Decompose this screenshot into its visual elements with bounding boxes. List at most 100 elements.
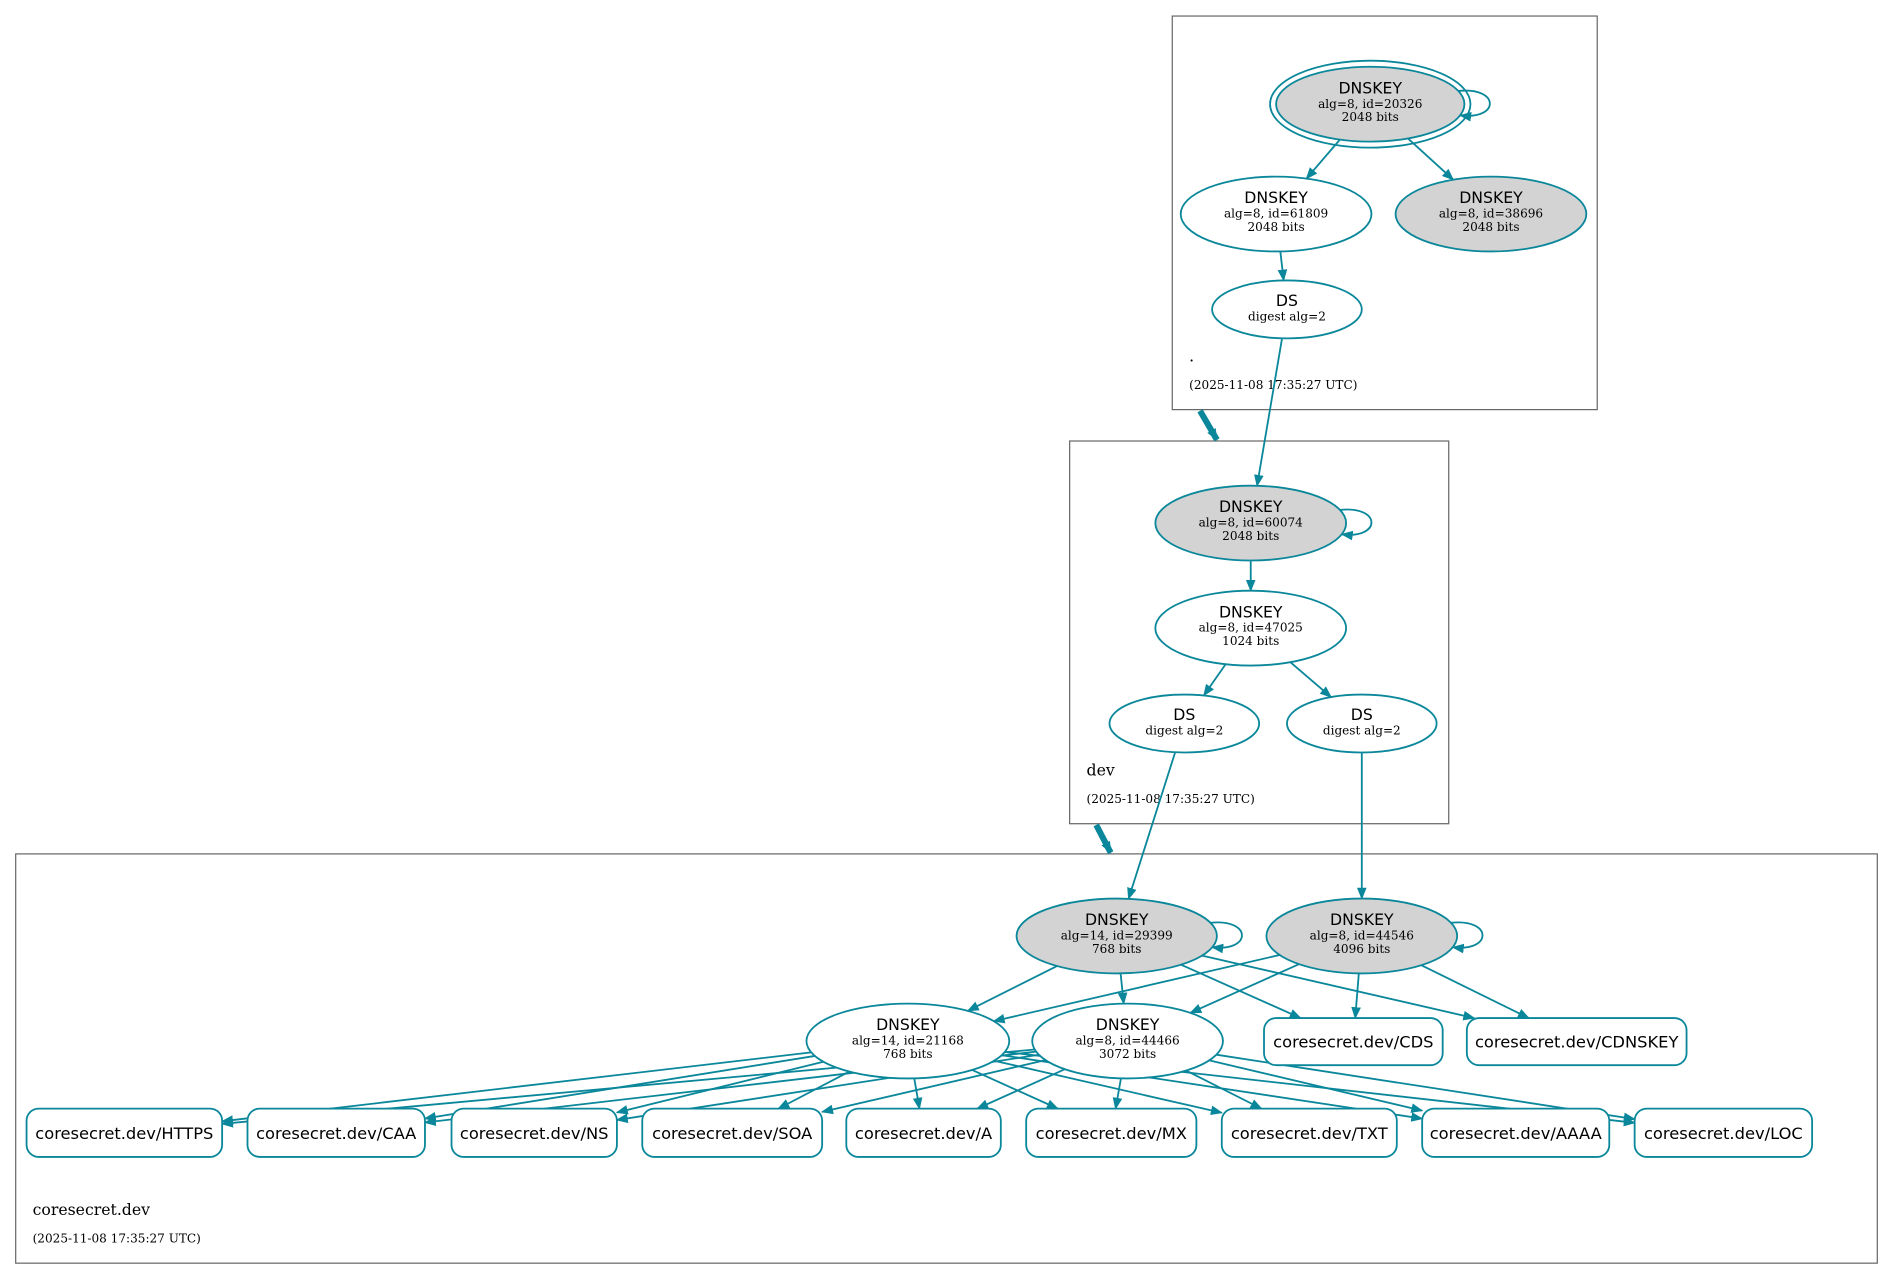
edge-k29399-k44466 (1117, 973, 1128, 1005)
node-detail: alg=8, id=60074 (1199, 516, 1304, 530)
node-type: DNSKEY (1085, 910, 1149, 929)
node-detail: alg=8, id=44466 (1075, 1034, 1179, 1048)
zone-name: . (1189, 346, 1194, 365)
rrset-node-a[interactable]: coresecret.dev/A (845, 1107, 1002, 1158)
edge-k20326-k38696 (1407, 137, 1455, 181)
edge-k44466-soa (820, 1059, 1046, 1115)
node-type: DNSKEY (876, 1015, 940, 1034)
node-detail: alg=14, id=29399 (1061, 929, 1173, 943)
node-type: DNSKEY (1244, 188, 1308, 207)
node-size: 1024 bits (1222, 634, 1279, 648)
zone-cluster-dev: dev (2025-11-08 17:35:27 UTC) (1069, 440, 1450, 825)
zone-name: dev (1087, 760, 1115, 779)
rrset-label: coresecret.dev/MX (1036, 1124, 1187, 1143)
edge-k47025-ds1 (1203, 663, 1227, 697)
node-size: 768 bits (883, 1047, 932, 1061)
edge-k21168-txt (993, 1059, 1223, 1116)
edge-k47025-ds2 (1289, 661, 1332, 698)
rrset-label: coresecret.dev/CAA (256, 1124, 416, 1143)
edge-k44546-k21168 (992, 954, 1280, 1024)
rrset-node-https[interactable]: coresecret.dev/HTTPS (25, 1107, 224, 1158)
node-type: DNSKEY (1338, 78, 1402, 97)
delegation-edge-root-dev (1197, 409, 1220, 442)
edge-k21168-mx (971, 1069, 1059, 1110)
node-size: 2048 bits (1342, 110, 1399, 124)
self-sign-edge-k44546 (1450, 921, 1484, 954)
node-size: 2048 bits (1462, 220, 1519, 234)
zone-timestamp: (2025-11-08 17:35:27 UTC) (33, 1232, 201, 1246)
node-size: 4096 bits (1333, 942, 1390, 956)
edge-k44546-cdnskey (1420, 964, 1530, 1019)
rrset-node-mx[interactable]: coresecret.dev/MX (1025, 1107, 1198, 1158)
edge-k21168-soa (777, 1070, 850, 1110)
edge-k20326-k61809 (1305, 139, 1341, 180)
rrset-node-caa[interactable]: coresecret.dev/CAA (246, 1107, 426, 1158)
rrset-node-loc[interactable]: coresecret.dev/LOC (1633, 1107, 1814, 1158)
node-type: DNSKEY (1330, 910, 1394, 929)
edge-k44546-k44466 (1189, 963, 1300, 1014)
node-detail: digest alg=2 (1248, 309, 1326, 323)
rrset-label: coresecret.dev/CDS (1273, 1033, 1433, 1052)
rrset-node-ns[interactable]: coresecret.dev/NS (450, 1107, 618, 1158)
edge-k44466-aaaa (1209, 1059, 1424, 1113)
node-detail: alg=8, id=61809 (1224, 207, 1328, 221)
self-sign-edge-k20326 (1457, 89, 1491, 122)
rrset-label: coresecret.dev/SOA (652, 1124, 812, 1143)
rrset-label: coresecret.dev/HTTPS (35, 1124, 213, 1143)
rrset-label: coresecret.dev/CDNSKEY (1475, 1033, 1678, 1052)
zone-timestamp: (2025-11-08 17:35:27 UTC) (1087, 792, 1255, 806)
node-size: 2048 bits (1248, 220, 1305, 234)
node-type: DNSKEY (1219, 602, 1283, 621)
rrset-node-soa[interactable]: coresecret.dev/SOA (641, 1107, 824, 1158)
node-type: DNSKEY (1219, 497, 1283, 516)
node-type: DS (1173, 705, 1195, 724)
node-detail: digest alg=2 (1323, 723, 1401, 737)
rrset-node-cdnskey[interactable]: coresecret.dev/CDNSKEY (1465, 1017, 1688, 1067)
zone-cluster-coresecret: coresecret.dev (2025-11-08 17:35:27 UTC) (15, 853, 1878, 1264)
edge-k21168-a (912, 1078, 923, 1110)
edge-k44546-cds (1351, 973, 1361, 1020)
node-size: 2048 bits (1222, 529, 1279, 543)
rrset-node-txt[interactable]: coresecret.dev/TXT (1220, 1107, 1398, 1158)
edge-dsroot-k60074 (1254, 338, 1283, 487)
rrset-label: coresecret.dev/TXT (1231, 1124, 1388, 1143)
edge-k29399-cdnskey (1201, 954, 1476, 1021)
zone-name: coresecret.dev (33, 1200, 151, 1219)
rrset-label: coresecret.dev/AAAA (1430, 1124, 1602, 1143)
node-detail: alg=14, id=21168 (852, 1034, 964, 1048)
edge-ds1-k29399 (1127, 751, 1177, 900)
self-sign-edge-k60074 (1339, 508, 1373, 541)
node-size: 768 bits (1092, 942, 1141, 956)
rrset-node-aaaa[interactable]: coresecret.dev/AAAA (1421, 1107, 1611, 1158)
edge-k44466-a (976, 1068, 1066, 1110)
rrset-label: coresecret.dev/NS (460, 1124, 609, 1143)
node-detail: alg=8, id=44546 (1310, 929, 1414, 943)
rrset-node-cds[interactable]: coresecret.dev/CDS (1263, 1017, 1444, 1067)
node-detail: alg=8, id=47025 (1199, 621, 1303, 635)
rrset-label: coresecret.dev/A (855, 1124, 992, 1143)
rrset-label: coresecret.dev/LOC (1644, 1124, 1803, 1143)
edge-k21168-ns (615, 1060, 824, 1115)
node-type: DS (1351, 705, 1373, 724)
node-detail: digest alg=2 (1145, 723, 1223, 737)
edge-k29399-k21168 (966, 965, 1058, 1012)
node-type: DNSKEY (1459, 188, 1523, 207)
edge-k44466-mx (1112, 1078, 1123, 1110)
node-type: DNSKEY (1096, 1015, 1160, 1034)
node-detail: alg=8, id=38696 (1439, 207, 1543, 221)
edge-k61809-dsroot (1277, 251, 1288, 282)
self-sign-edge-k29399 (1209, 921, 1243, 954)
